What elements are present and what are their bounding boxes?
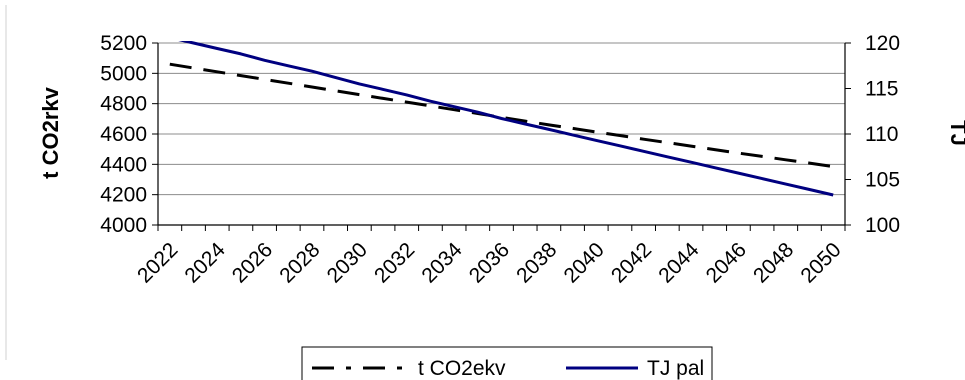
legend-label-tj: TJ pal — [647, 357, 704, 380]
y2-tick-label: 105 — [865, 169, 900, 192]
series-line-0 — [169, 62, 834, 169]
x-tick-label: 2028 — [275, 238, 324, 287]
legend: t CO2ekv TJ pal — [301, 346, 713, 380]
y-tick-label: 4600 — [100, 123, 147, 146]
y2-tick-label: 110 — [865, 123, 898, 146]
x-tick-label: 2046 — [702, 238, 751, 287]
x-axis-ticks — [157, 224, 846, 231]
y-axis-right: 100 105 110 115 120 — [844, 32, 900, 237]
x-tick-label: 2050 — [796, 238, 845, 287]
series-line-1 — [178, 41, 834, 197]
legend-box — [301, 346, 713, 380]
y-tick-label: 4200 — [100, 184, 147, 207]
x-tick-label: 2044 — [654, 238, 704, 288]
y-axis-title-left: t CO2rkv — [38, 86, 63, 178]
y2-tick-label: 120 — [865, 32, 900, 55]
legend-label-co2: t CO2ekv — [418, 357, 506, 380]
y-tick-label: 5200 — [100, 32, 147, 55]
x-tick-label: 2026 — [228, 238, 277, 287]
x-tick-label: 2034 — [417, 238, 467, 288]
y-tick-label: 4000 — [100, 214, 147, 237]
x-axis-labels: 2022202420262028203020322034203620382040… — [133, 238, 846, 288]
x-tick-label: 2022 — [133, 238, 182, 287]
gridlines — [158, 42, 845, 196]
y-axis-left: 4000 4200 4400 4600 4800 5000 5200 — [100, 32, 159, 237]
series-layer — [169, 41, 834, 197]
x-tick-label: 2036 — [465, 238, 514, 287]
y2-tick-label: 115 — [865, 78, 898, 101]
x-tick-label: 2040 — [559, 238, 608, 287]
x-tick-label: 2032 — [370, 238, 419, 287]
x-tick-label: 2024 — [180, 238, 230, 288]
x-tick-label: 2038 — [512, 238, 561, 287]
y-axis-title-right: TJ — [946, 120, 965, 146]
y-tick-label: 5000 — [100, 62, 147, 85]
y-tick-label: 4400 — [100, 153, 147, 176]
y-tick-label: 4800 — [100, 93, 147, 116]
x-tick-label: 2042 — [607, 238, 656, 287]
y2-tick-label: 100 — [865, 214, 900, 237]
x-tick-label: 2030 — [323, 238, 372, 287]
x-tick-label: 2048 — [749, 238, 798, 287]
